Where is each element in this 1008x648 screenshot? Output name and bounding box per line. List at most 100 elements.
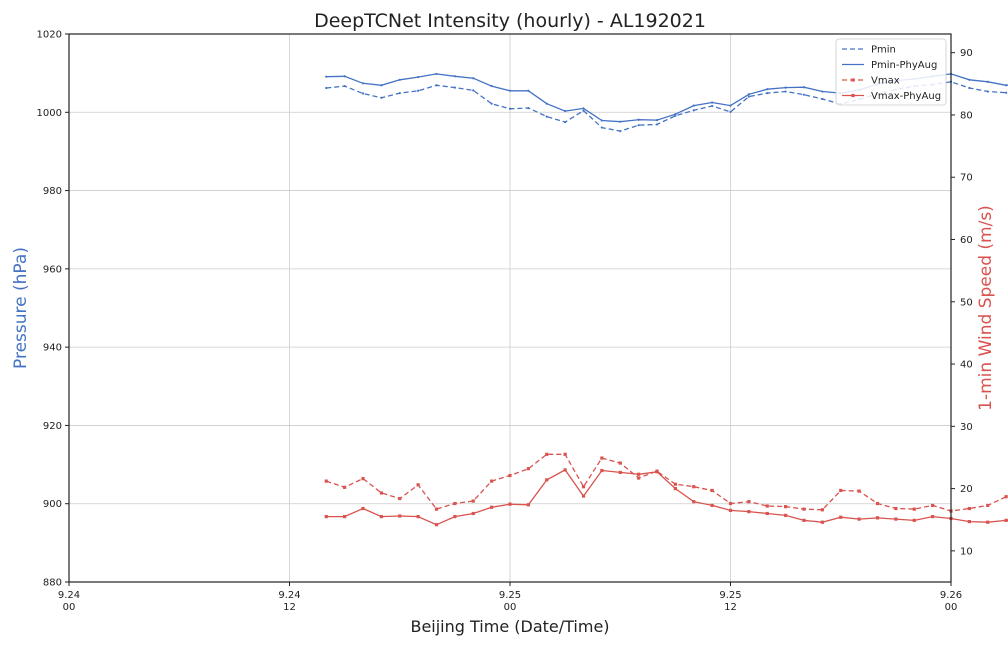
data-point [931, 515, 935, 519]
data-point [471, 511, 475, 516]
data-point [821, 90, 824, 93]
right-tick-label: 20 [960, 484, 973, 495]
data-point [563, 468, 567, 472]
left-axis-label: Pressure (hPa) [11, 247, 31, 369]
data-point [563, 452, 567, 456]
legend-label: Vmax-PhyAug [871, 91, 941, 102]
data-point [784, 86, 787, 89]
series-pmin-phyaug [325, 72, 1008, 123]
data-point [581, 494, 586, 498]
data-point [967, 506, 971, 511]
data-point [710, 488, 714, 493]
data-point [453, 515, 457, 519]
x-tick-hour: 00 [504, 602, 517, 613]
data-point [379, 515, 383, 519]
data-point [802, 86, 806, 89]
data-point [839, 488, 843, 493]
data-point [619, 129, 622, 133]
data-point [434, 523, 439, 527]
data-point [453, 86, 456, 89]
chart-title: DeepTCNet Intensity (hourly) - AL192021 [314, 10, 706, 32]
data-point [618, 470, 622, 474]
data-point [711, 104, 714, 108]
data-point [674, 114, 677, 117]
data-point [967, 519, 971, 524]
data-point [582, 109, 585, 112]
left-tick-label: 960 [43, 264, 62, 275]
data-point [875, 501, 880, 506]
data-point [325, 75, 328, 78]
series-vmax-phyaug [324, 468, 1008, 527]
data-point [637, 124, 640, 127]
data-point [398, 496, 402, 501]
data-point [674, 113, 677, 116]
data-point [619, 120, 622, 123]
data-point [692, 104, 695, 107]
data-point [453, 501, 457, 506]
right-tick-label: 30 [960, 422, 973, 433]
x-tick-date: 9.24 [58, 590, 80, 601]
x-tick-hour: 00 [63, 602, 76, 613]
left-axis-ticks: 880 900 920 940 960 980 1000 1020 [37, 30, 69, 589]
data-point [490, 505, 494, 509]
data-point [784, 505, 788, 509]
series-pmin [325, 80, 1008, 133]
x-tick-hour: 12 [283, 602, 296, 613]
data-point [380, 96, 383, 99]
data-point [361, 506, 365, 511]
data-point [380, 84, 383, 87]
data-point [508, 107, 512, 110]
data-point [453, 75, 456, 78]
legend-label: Vmax [871, 76, 900, 87]
data-point [435, 72, 438, 76]
data-point [728, 501, 733, 506]
data-point [564, 110, 567, 113]
data-point [986, 503, 990, 508]
data-point [472, 77, 475, 80]
x-tick-date: 9.25 [719, 590, 741, 601]
data-point [361, 82, 365, 85]
data-point [655, 119, 659, 122]
data-point [1004, 495, 1008, 499]
data-point [490, 84, 493, 88]
data-point [802, 93, 806, 96]
data-point [820, 520, 824, 524]
left-tick-label: 920 [43, 421, 62, 432]
data-point [765, 511, 769, 516]
data-point [343, 75, 346, 78]
data-point [968, 78, 971, 81]
data-point [1005, 84, 1008, 87]
data-point [600, 468, 604, 473]
left-tick-label: 880 [43, 578, 62, 589]
data-point [600, 456, 604, 460]
left-tick-label: 940 [43, 343, 62, 354]
right-tick-label: 50 [960, 297, 973, 308]
data-point [784, 513, 788, 517]
data-point [417, 75, 420, 79]
data-point [527, 89, 530, 92]
right-tick-label: 10 [960, 546, 973, 557]
data-point [821, 97, 824, 101]
left-tick-label: 980 [43, 186, 62, 197]
data-point [931, 503, 935, 508]
data-point [325, 86, 328, 90]
data-point [766, 92, 769, 95]
data-point [600, 126, 603, 129]
data-point [581, 485, 586, 489]
data-point [526, 503, 530, 507]
x-tick-hour: 12 [724, 602, 737, 613]
left-tick-label: 1020 [37, 30, 62, 41]
data-point [508, 502, 512, 506]
x-tick-hour: 00 [945, 602, 958, 613]
data-point [711, 101, 714, 104]
right-tick-label: 80 [960, 110, 973, 121]
data-point [618, 461, 622, 465]
data-point [324, 479, 328, 483]
data-point [784, 90, 787, 93]
left-tick-label: 900 [43, 499, 62, 510]
data-point [765, 504, 769, 508]
data-point [747, 95, 750, 98]
right-axis-label: 1-min Wind Speed (m/s) [976, 205, 996, 411]
